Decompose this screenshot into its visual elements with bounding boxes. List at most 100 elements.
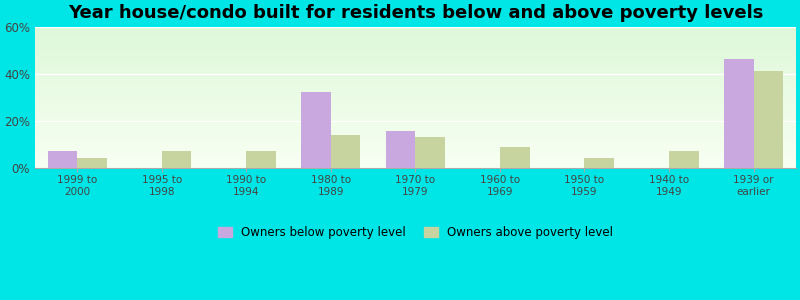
Bar (386, 131, 415, 168)
Bar (35, 76, 796, 77)
Bar (35, 26, 796, 27)
Bar (35, 112, 796, 113)
Bar (35, 122, 796, 123)
Bar (35, 109, 796, 110)
Bar (35, 54, 796, 55)
Bar (48, 151, 78, 168)
Bar (35, 92, 796, 93)
Bar (35, 60, 796, 61)
Bar (35, 93, 796, 94)
Bar (35, 132, 796, 133)
Bar (35, 134, 796, 135)
Bar (35, 119, 796, 120)
Title: Year house/condo built for residents below and above poverty levels: Year house/condo built for residents bel… (68, 4, 763, 22)
Bar (35, 95, 796, 96)
Bar (35, 131, 796, 132)
Bar (35, 121, 796, 122)
Bar (35, 103, 796, 104)
Bar (35, 63, 796, 64)
Bar (35, 81, 796, 82)
Bar (35, 139, 796, 140)
Bar (35, 52, 796, 53)
Bar (35, 120, 796, 121)
Bar (35, 141, 796, 142)
Bar (35, 118, 796, 119)
Bar (35, 163, 796, 164)
Bar (35, 41, 796, 42)
Bar (35, 153, 796, 154)
Bar (35, 167, 796, 168)
Bar (35, 142, 796, 143)
Bar (35, 56, 796, 57)
Bar (35, 85, 796, 86)
Bar (35, 87, 796, 88)
Bar (35, 48, 796, 49)
Bar (35, 53, 796, 54)
Bar (35, 152, 796, 153)
Bar (35, 123, 796, 124)
Bar (35, 34, 796, 35)
Bar (35, 50, 796, 51)
Bar (35, 30, 796, 31)
Bar (35, 68, 796, 69)
Bar (35, 117, 796, 118)
Bar (35, 130, 796, 131)
Bar (35, 105, 796, 106)
Bar (35, 88, 796, 89)
Bar (35, 107, 796, 108)
Bar (35, 80, 796, 81)
Bar (35, 49, 796, 50)
Bar (35, 135, 796, 136)
Bar (35, 96, 796, 97)
Bar (35, 97, 796, 98)
Bar (35, 31, 796, 32)
Bar (35, 67, 796, 68)
Bar (35, 78, 796, 79)
Bar (35, 32, 796, 33)
Bar (35, 101, 796, 102)
Bar (35, 126, 796, 127)
Bar (500, 147, 530, 168)
Bar (35, 104, 796, 105)
Bar (35, 125, 796, 126)
Bar (35, 129, 796, 130)
Bar (35, 27, 796, 28)
Bar (35, 58, 796, 59)
Bar (35, 160, 796, 161)
Bar (35, 40, 796, 41)
Bar (302, 92, 331, 168)
Bar (35, 40, 796, 41)
Bar (35, 33, 796, 34)
Bar (35, 124, 796, 125)
Bar (35, 55, 796, 56)
Bar (35, 138, 796, 139)
Bar (35, 59, 796, 60)
Bar (246, 151, 276, 168)
Bar (35, 39, 796, 40)
Bar (35, 79, 796, 80)
Bar (35, 29, 796, 30)
Bar (35, 102, 796, 103)
Bar (35, 159, 796, 160)
Bar (35, 140, 796, 141)
Bar (35, 143, 796, 144)
Bar (35, 36, 796, 37)
Bar (35, 128, 796, 129)
Bar (35, 136, 796, 137)
Bar (35, 72, 796, 73)
Bar (35, 133, 796, 134)
Bar (35, 149, 796, 150)
Bar (35, 51, 796, 52)
Bar (35, 61, 796, 62)
Bar (35, 157, 796, 158)
Bar (35, 137, 796, 138)
Bar (35, 70, 796, 71)
Bar (35, 150, 796, 151)
Bar (35, 155, 796, 156)
Bar (35, 69, 796, 70)
Bar (35, 77, 796, 78)
Bar (35, 94, 796, 95)
Bar (35, 42, 796, 43)
Bar (35, 166, 796, 167)
Bar (35, 165, 796, 166)
